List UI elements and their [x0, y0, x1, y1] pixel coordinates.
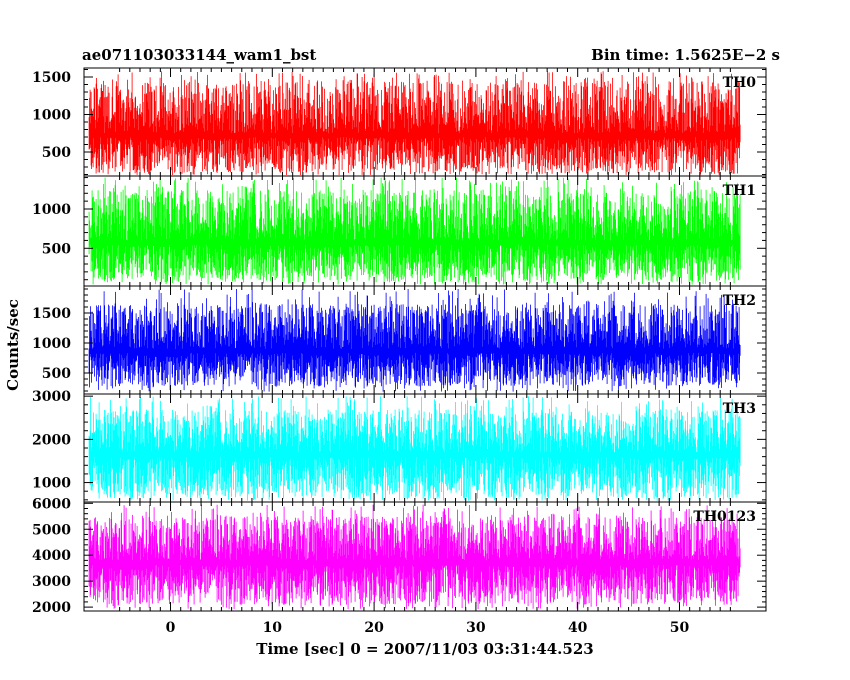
- y-tick-label: 1500: [32, 70, 71, 86]
- panel-label-th0: TH0: [723, 75, 757, 91]
- x-tick-label: 40: [568, 620, 588, 636]
- x-tick-label: 20: [364, 620, 384, 636]
- y-tick-label: 500: [42, 241, 71, 257]
- series-th0123-line: [88, 504, 741, 609]
- y-tick-label: 5000: [32, 522, 71, 538]
- y-tick-label: 1000: [32, 476, 71, 492]
- x-tick-label: 10: [263, 620, 283, 636]
- y-tick-label: 2000: [32, 600, 71, 616]
- y-tick-label: 4000: [32, 548, 71, 564]
- y-tick-label: 1000: [32, 108, 71, 124]
- panel-th1: 500 1000 TH1: [32, 175, 767, 287]
- chart-title: ae071103033144_wam1_bst: [82, 46, 316, 64]
- y-tick-label: 1500: [32, 306, 71, 322]
- panel-label-th3: TH3: [723, 401, 756, 417]
- panel-label-th1: TH1: [723, 183, 756, 199]
- panel-th0: 500 1000 1500 TH0: [32, 67, 767, 177]
- y-tick-label: 2000: [32, 432, 71, 448]
- series-th3-line: [88, 396, 741, 501]
- panel-label-th2: TH2: [723, 293, 756, 309]
- x-axis-label: Time [sec] 0 = 2007/11/03 03:31:44.523: [256, 640, 593, 658]
- panel-th3: 1000 2000 3000 TH3: [32, 389, 767, 503]
- x-tick-label: 50: [670, 620, 690, 636]
- y-tick-label: 3000: [32, 389, 71, 405]
- series-th1-line: [88, 177, 741, 285]
- y-tick-label: 1000: [32, 336, 71, 352]
- y-axis-label: Counts/sec: [4, 299, 22, 391]
- series-th2-line: [88, 289, 741, 392]
- y-tick-label: 500: [42, 145, 71, 161]
- y-tick-label: 6000: [32, 496, 71, 512]
- x-tick-label: 30: [466, 620, 486, 636]
- panels-group: 500 1000 1500 TH0 500 1000 TH1 500 1000 1500 TH2 10…: [32, 67, 767, 616]
- y-tick-label: 1000: [32, 202, 71, 218]
- y-tick-label: 500: [42, 366, 71, 382]
- x-axis: 0 10 20 30 40 50: [166, 620, 690, 636]
- panel-label-th0123: TH0123: [693, 509, 756, 525]
- bin-time-label: Bin time: 1.5625E−2 s: [591, 46, 780, 64]
- y-tick-label: 3000: [32, 574, 71, 590]
- panel-th0123: 2000 3000 4000 5000 6000 TH0123: [32, 496, 767, 616]
- panel-th2: 500 1000 1500 TH2: [32, 285, 767, 395]
- x-tick-label: 0: [166, 620, 176, 636]
- series-th0-line: [88, 71, 741, 175]
